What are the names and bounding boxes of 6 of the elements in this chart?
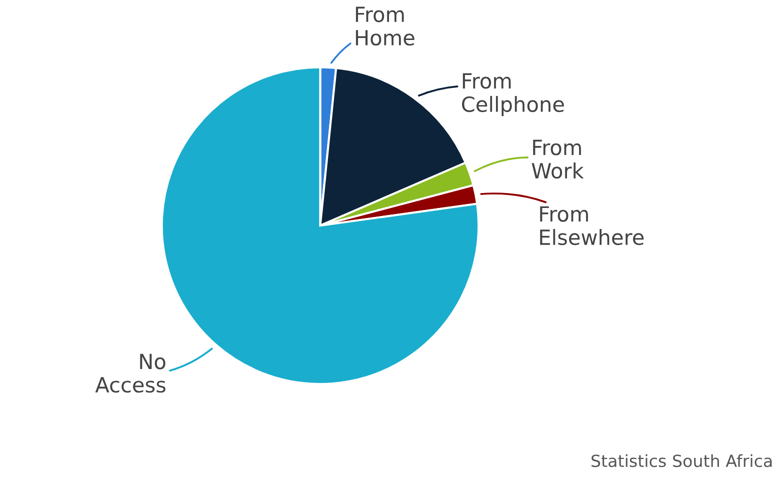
slice-label: From Cellphone	[462, 73, 564, 116]
slice-label: From Home	[356, 6, 414, 46]
slice-label: No Access	[95, 354, 166, 393]
slice-label: From Work	[532, 140, 584, 179]
slice-label: From Elsewhere	[540, 206, 644, 246]
text: Statistics South Africa	[592, 454, 772, 468]
